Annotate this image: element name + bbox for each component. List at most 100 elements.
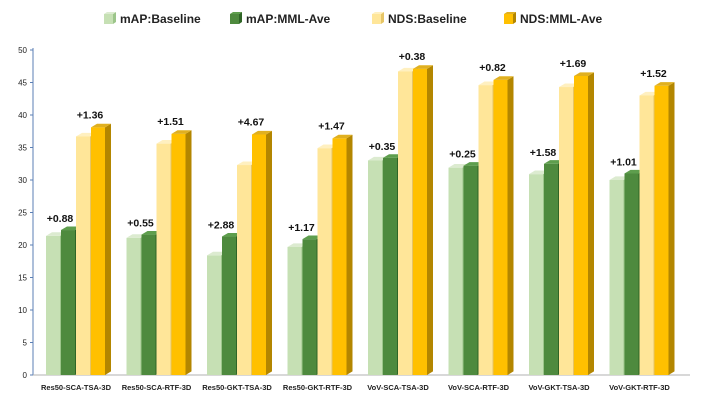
bar-front (609, 180, 624, 375)
bar-front (317, 148, 332, 375)
bar-3-3 (332, 134, 353, 375)
annotation-map: +0.25 (449, 149, 476, 161)
bar-front (559, 87, 573, 376)
bar-top (413, 65, 433, 69)
x-tick-label: VoV-SCA-TSA-3D (367, 383, 429, 392)
bar-front (624, 173, 639, 375)
annotation-map: +1.58 (530, 147, 557, 159)
bar-front (448, 167, 463, 375)
bar-front (639, 95, 654, 375)
bar-top (252, 130, 272, 135)
bar-front (171, 133, 186, 375)
bar-front (156, 143, 171, 375)
bar-front (76, 136, 90, 375)
annotation-nds: +0.38 (399, 51, 426, 63)
bar-front (252, 134, 266, 375)
y-tick-label: 40 (18, 111, 27, 120)
bar-front (222, 236, 236, 375)
legend-item-3: NDS:MML-Ave (504, 12, 603, 26)
bar-front (126, 237, 141, 375)
legend-item-2: NDS:Baseline (372, 12, 467, 26)
y-tick-label: 50 (18, 46, 27, 55)
bar-top (171, 130, 192, 134)
annotation-map: +0.55 (127, 218, 154, 230)
bar-top (91, 123, 111, 128)
bar-5-3 (493, 76, 514, 376)
y-tick-label: 35 (18, 144, 27, 153)
x-tick-label: Res50-SCA-TSA-3D (41, 383, 112, 392)
annotation-nds: +1.47 (318, 120, 345, 132)
annotation-map: +0.88 (47, 213, 74, 225)
y-tick-label: 5 (23, 339, 28, 348)
bar-front (46, 235, 60, 375)
annotation-nds: +1.36 (77, 109, 104, 121)
bar-front (287, 246, 302, 375)
y-tick-label: 0 (23, 371, 28, 380)
bar-side (346, 134, 353, 375)
bar-side (668, 82, 675, 376)
legend-label: NDS:MML-Ave (520, 12, 603, 26)
bar-6-3 (574, 72, 594, 376)
bar-front (61, 230, 75, 375)
legend-swatch (372, 14, 381, 24)
bar-side (105, 123, 111, 375)
bar-side (507, 76, 514, 376)
bar-front (529, 174, 543, 375)
legend-label: NDS:Baseline (388, 12, 467, 26)
bar-top (574, 72, 594, 76)
annotation-nds: +0.82 (479, 62, 506, 74)
legend-item-0: mAP:Baseline (104, 12, 201, 26)
bar-top (654, 82, 675, 86)
bar-front (332, 138, 347, 375)
bar-front (478, 85, 493, 375)
bar-top (493, 76, 514, 80)
annotation-nds: +1.52 (640, 68, 667, 80)
annotation-map: +1.17 (288, 222, 315, 234)
bar-0-3 (91, 123, 111, 375)
x-tick-label: Res50-GKT-TSA-3D (202, 383, 272, 392)
legend-swatch-side (513, 12, 516, 24)
bar-7-3 (654, 82, 675, 376)
legend-swatch-side (113, 12, 116, 24)
bar-front (141, 234, 156, 375)
legend-item-1: mAP:MML-Ave (230, 12, 331, 26)
annotation-nds: +1.51 (157, 116, 184, 128)
bar-front (413, 68, 427, 375)
legend-label: mAP:Baseline (120, 12, 201, 26)
y-tick-label: 20 (18, 241, 27, 250)
bar-front (237, 165, 251, 375)
bar-side (427, 65, 433, 375)
y-tick-label: 30 (18, 176, 27, 185)
bar-4-3 (413, 65, 433, 375)
legend-swatch-side (239, 12, 242, 24)
bar-front (398, 71, 412, 375)
y-tick-label: 15 (18, 274, 27, 283)
legend-swatch (504, 14, 513, 24)
bar-front (463, 165, 478, 375)
x-tick-label: Res50-SCA-RTF-3D (122, 383, 192, 392)
legend-swatch (230, 14, 239, 24)
bar-top (332, 134, 353, 139)
x-tick-label: VoV-SCA-RTF-3D (448, 383, 510, 392)
bar-front (302, 239, 317, 375)
legend-swatch-top (504, 12, 516, 14)
bar-side (185, 130, 192, 375)
legend-swatch-side (381, 12, 384, 24)
bar-front (493, 79, 508, 376)
bar-front (368, 160, 382, 375)
bar-front (654, 85, 669, 375)
x-tick-label: VoV-GKT-TSA-3D (528, 383, 590, 392)
legend-swatch-top (230, 12, 242, 14)
x-tick-label: VoV-GKT-RTF-3D (609, 383, 670, 392)
legend-swatch-top (104, 12, 116, 14)
legend-swatch-top (372, 12, 384, 14)
bar-front (544, 163, 558, 375)
bar-front (383, 157, 397, 375)
annotation-map: +2.88 (208, 220, 235, 232)
bar-1-3 (171, 130, 192, 375)
annotation-nds: +1.69 (560, 58, 587, 70)
y-tick-label: 10 (18, 306, 27, 315)
x-tick-label: Res50-GKT-RTF-3D (283, 383, 353, 392)
